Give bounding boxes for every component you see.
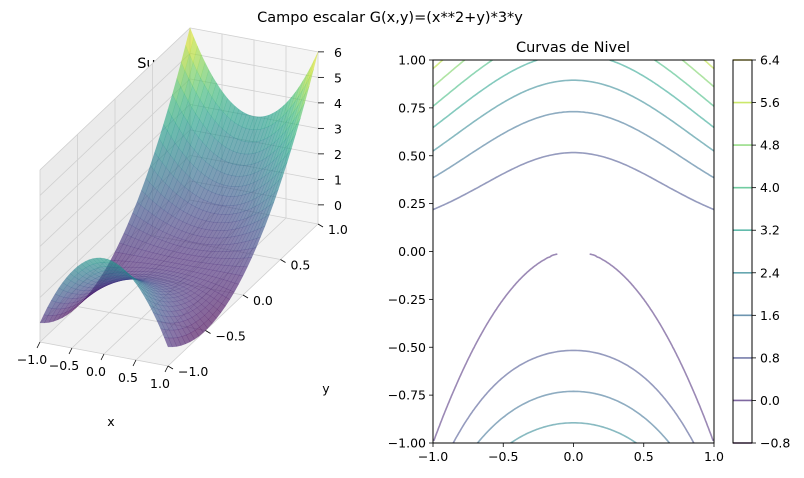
surface-3d-ztick-label: 3 [334, 121, 342, 136]
contour-panel: Curvas de Nivel −1.0 −0.5 0.0 0.5 1.0 −1.00 −0… [388, 40, 724, 464]
contour-line [433, 60, 714, 129]
contour-ytick-label: −0.50 [388, 340, 426, 355]
surface-3d-ylabel: y [322, 381, 330, 396]
surface-3d-facet [208, 314, 217, 324]
surface-3d-ytick-label: −0.5 [216, 329, 246, 344]
contour-xtick-label: −0.5 [488, 449, 518, 464]
surface-3d-ztick-label: 2 [334, 147, 342, 162]
surface-3d-ztick-label: 4 [334, 96, 342, 111]
surface-3d-ytick [280, 259, 286, 263]
contour-ytick-label: 0.25 [398, 196, 426, 211]
surface-3d-xtick-label: 0.0 [86, 364, 106, 379]
contour-line [433, 151, 714, 443]
contour-plot-frame [432, 59, 715, 444]
surface-3d-facet [234, 274, 244, 285]
surface-3d-xtick [68, 347, 73, 355]
contour-ytick-label: 0.75 [398, 100, 426, 115]
contour-ytick-label: −1.00 [388, 436, 426, 451]
contour-lines [433, 60, 714, 443]
surface-3d-ztick-label: 0 [334, 198, 342, 213]
contour-line [433, 79, 714, 443]
surface-3d-xtick [132, 359, 137, 367]
contour-xtick-label: 0.0 [564, 449, 584, 464]
colorbar-level-lines [733, 59, 752, 444]
surface-3d-axes: −1.0 −0.5 0.0 0.5 1.0−1.0−0.50.00.51.0012345… [17, 45, 348, 391]
contour-ytick-label: −0.75 [388, 388, 426, 403]
surface-3d-ytick [317, 223, 324, 228]
colorbar-tick-label: 4.0 [760, 180, 780, 195]
surface-3d-facet [252, 236, 261, 249]
surface-3d-facet [238, 266, 248, 277]
surface-3d-facet [225, 290, 235, 300]
contour-ytick-label: 1.00 [398, 53, 426, 68]
surface-3d-ztick-label: 6 [334, 45, 342, 60]
surface-3d-ztick-label: 1 [334, 172, 342, 187]
surface-3d-ytick-label: −1.0 [178, 364, 208, 379]
contour-line [433, 253, 714, 442]
colorbar: −0.8 0.0 0.8 1.6 2.4 3.2 4.0 4.8 5.6 6.4 [732, 53, 790, 451]
surface-3d-xtick-label: 1.0 [150, 376, 170, 391]
colorbar-tick-label: 2.4 [760, 265, 780, 280]
surface-3d-panel: Superficie 3D −1.0−0.50.00.51.0−1.0−0.50… [17, 27, 348, 429]
contour-line [433, 60, 714, 108]
surface-3d-xtick [100, 353, 105, 361]
contour-line [433, 60, 714, 70]
surface-3d-ytick-label: 1.0 [328, 222, 348, 237]
surface-3d-xtick-label: −1.0 [17, 352, 47, 367]
colorbar-tick-label: 4.8 [760, 138, 780, 153]
surface-3d-ztick-label: 5 [334, 70, 342, 85]
surface-3d-facet [190, 330, 200, 340]
contour-title: Curvas de Nivel [516, 40, 630, 56]
colorbar-tick-label: 6.4 [760, 53, 780, 68]
colorbar-tick-label: 3.2 [760, 223, 780, 238]
surface-3d-facet [168, 337, 178, 348]
contour-line [433, 110, 714, 443]
surface-3d-facet [163, 337, 173, 348]
surface-3d-ytick [242, 294, 249, 299]
surface-3d-ytick [205, 330, 211, 334]
colorbar-tick-label: 1.6 [760, 308, 780, 323]
surface-3d-facet [230, 282, 239, 293]
colorbar-tick-label: 0.0 [760, 393, 780, 408]
surface-3d-ytick-label: 0.5 [291, 258, 311, 273]
colorbar-tick-label: 0.8 [760, 350, 780, 365]
contour-axis-ticks: −1.0 −0.5 0.0 0.5 1.0 −1.00 −0.75 −0.50 −0.25 0.0… [388, 53, 724, 465]
surface-3d-ytick-label: 0.0 [253, 293, 273, 308]
contour-ytick-label: −0.25 [388, 292, 426, 307]
contour-ytick-label: 0.00 [398, 244, 426, 259]
surface-3d-facet [300, 86, 310, 110]
colorbar-frame [732, 59, 753, 444]
surface-3d-facet [199, 323, 208, 333]
colorbar-tick-label: −0.8 [760, 436, 790, 451]
contour-line [433, 60, 714, 88]
surface-3d-ytick [167, 365, 174, 370]
contour-ytick-label: 0.50 [398, 148, 426, 163]
colorbar-tick-label: 5.6 [760, 95, 780, 110]
surface-3d-xtick [36, 341, 41, 349]
colorbar-ticks: −0.8 0.0 0.8 1.6 2.4 3.2 4.0 4.8 5.6 6.4 [752, 53, 790, 451]
surface-3d-xtick-label: −0.5 [49, 358, 79, 373]
surface-3d-facet [292, 118, 301, 140]
contour-xtick-label: −1.0 [418, 449, 448, 464]
contour-xtick-label: 1.0 [704, 449, 724, 464]
surface-3d-facet [203, 319, 213, 329]
surface-3d-xtick [164, 365, 169, 373]
contour-xtick-label: 0.5 [634, 449, 654, 464]
figure-suptitle: Campo escalar G(x,y)=(x**2+y)*3*y [257, 10, 523, 26]
surface-3d-xlabel: x [107, 414, 114, 429]
surface-3d-xtick-label: 0.5 [118, 370, 138, 385]
surface-3d-facet [181, 334, 191, 345]
surface-3d-mesh [39, 27, 319, 348]
surface-3d-facet [216, 303, 226, 313]
